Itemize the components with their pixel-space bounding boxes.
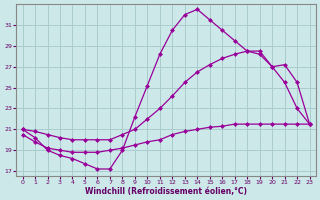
X-axis label: Windchill (Refroidissement éolien,°C): Windchill (Refroidissement éolien,°C) [85,187,247,196]
